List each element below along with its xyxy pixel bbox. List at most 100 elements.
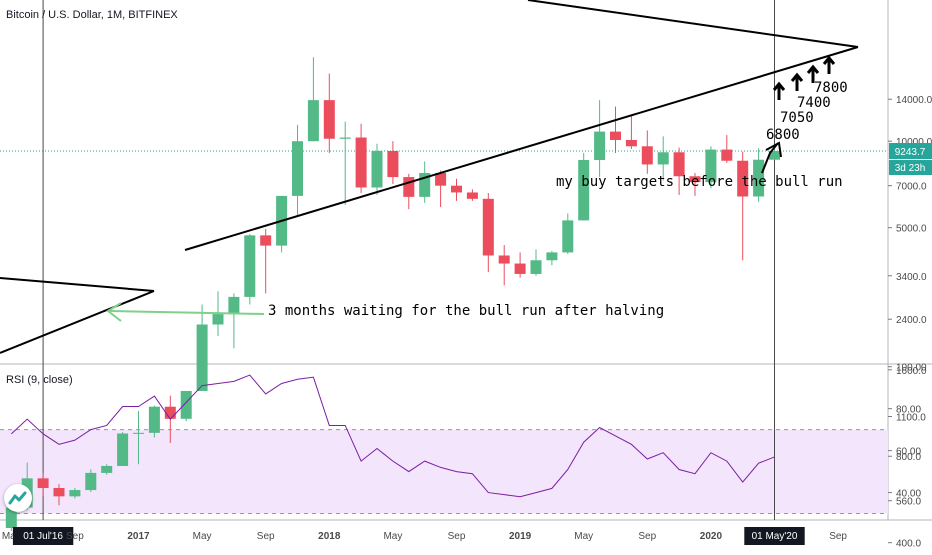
axis-layer: 400.0 560.0 800.0 1100.0 1600.0 2400.0 3400.0 5… xyxy=(2,95,932,550)
candle-body xyxy=(705,149,717,183)
candle-body xyxy=(737,160,749,197)
bar-countdown: 3d 23h xyxy=(895,163,926,174)
time-axis-label: May xyxy=(383,531,402,542)
time-axis-label: Sep xyxy=(638,531,656,542)
target-up-arrow-head xyxy=(822,55,836,65)
trend-line xyxy=(0,290,155,354)
price-axis-label: 560.0 xyxy=(896,497,921,508)
price-axis-label: 5000.0 xyxy=(896,224,927,235)
candle-body xyxy=(292,141,303,196)
candle-body xyxy=(260,235,272,246)
targets-arrow xyxy=(761,142,779,174)
price-axis-label: 1100.0 xyxy=(896,413,926,424)
candle-body xyxy=(228,296,240,315)
candle-body xyxy=(673,152,685,177)
time-axis-label: Sep xyxy=(257,531,275,542)
candle-body xyxy=(610,131,621,140)
targets-annotation: my buy targets before the bull run xyxy=(556,174,843,190)
target-label: 7050 xyxy=(780,110,814,126)
time-axis-highlight-badge xyxy=(12,527,74,545)
candle-body xyxy=(403,177,415,197)
candle-body xyxy=(689,176,701,183)
waiting-annotation: 3 months waiting for the bull run after … xyxy=(268,303,664,319)
candle-body xyxy=(578,160,590,221)
candle-body xyxy=(196,324,208,391)
time-axis-label: May xyxy=(574,531,593,542)
candle-body xyxy=(323,100,335,139)
tradingview-logo[interactable] xyxy=(4,484,32,512)
candle-body xyxy=(101,465,113,473)
targets-arrow-head xyxy=(765,141,782,158)
candle-body xyxy=(514,263,526,274)
time-axis-label: 01 Jul'16 xyxy=(23,531,63,542)
rsi-axis-label: 100.00 xyxy=(896,363,927,374)
candle-body xyxy=(530,260,542,274)
price-axis-label: 400.0 xyxy=(896,539,921,550)
target-label: 6800 xyxy=(766,127,800,143)
price-axis-label: 7000.0 xyxy=(896,182,927,193)
candle-body xyxy=(419,172,431,197)
candle-body xyxy=(53,488,65,497)
rsi-band xyxy=(0,429,888,514)
price-axis-label: 2400.0 xyxy=(896,315,927,326)
time-axis-label: 2017 xyxy=(127,531,150,542)
trend-line xyxy=(527,0,859,48)
candle-body xyxy=(753,159,765,197)
chart-header: Bitcoin / U.S. Dollar, 1M, BITFINEX xyxy=(6,9,178,21)
time-axis-label: 2020 xyxy=(700,531,723,542)
candle-body xyxy=(562,220,574,253)
rsi-axis-label: 60.00 xyxy=(896,447,921,458)
price-axis-label: 1600.0 xyxy=(896,366,927,377)
candle-body xyxy=(244,235,256,297)
rsi-axis-label: 80.00 xyxy=(896,405,921,416)
candle-body xyxy=(769,151,780,160)
last-price-value: 9243.7 xyxy=(895,147,926,158)
rsi-line xyxy=(10,374,775,498)
time-axis-label: Sep xyxy=(66,531,84,542)
candle-body xyxy=(435,172,447,186)
price-axis-label: 800.0 xyxy=(896,452,921,463)
trend-line xyxy=(0,277,155,292)
time-axis-label: 2019 xyxy=(509,531,532,542)
candle-body xyxy=(721,149,733,161)
candle-body xyxy=(180,390,192,419)
candle-body xyxy=(164,406,176,419)
candle-body xyxy=(498,255,510,264)
candle-body xyxy=(307,100,319,142)
target-up-arrow-head xyxy=(772,81,786,91)
time-axis-label: May xyxy=(2,531,21,542)
target-up-arrow-head xyxy=(790,72,804,82)
candle-body xyxy=(451,185,462,193)
candle-body xyxy=(594,131,606,161)
time-axis-label: 01 May'20 xyxy=(752,531,798,542)
candle-body xyxy=(37,478,49,489)
time-axis-label: Sep xyxy=(829,531,847,542)
time-axis-highlight-badge xyxy=(744,527,805,545)
drawing-layer: 3 months waiting for the bull run after … xyxy=(0,0,859,354)
time-axis-label: May xyxy=(193,531,212,542)
candle-body xyxy=(546,252,558,261)
candle-body xyxy=(387,150,399,178)
candle-body xyxy=(625,139,637,147)
last-price-badge xyxy=(889,143,932,160)
price-axis-label: 3400.0 xyxy=(896,272,927,283)
candle-body xyxy=(355,137,367,188)
candle-body xyxy=(339,137,351,139)
candle-body xyxy=(466,192,478,199)
countdown-badge xyxy=(889,160,932,176)
time-axis-label: 2018 xyxy=(318,531,341,542)
candle-body xyxy=(5,507,17,528)
price-axis-label: 10000.0 xyxy=(896,137,932,148)
target-label: 7800 xyxy=(814,80,848,96)
candle-body xyxy=(641,146,653,165)
candle-body xyxy=(148,406,160,433)
candle-body xyxy=(117,433,129,466)
trend-line xyxy=(184,46,859,251)
halving-arrow-line xyxy=(109,310,265,315)
time-axis-label: Sep xyxy=(448,531,466,542)
price-axis-label: 14000.0 xyxy=(896,95,932,106)
target-label: 7400 xyxy=(797,95,831,111)
